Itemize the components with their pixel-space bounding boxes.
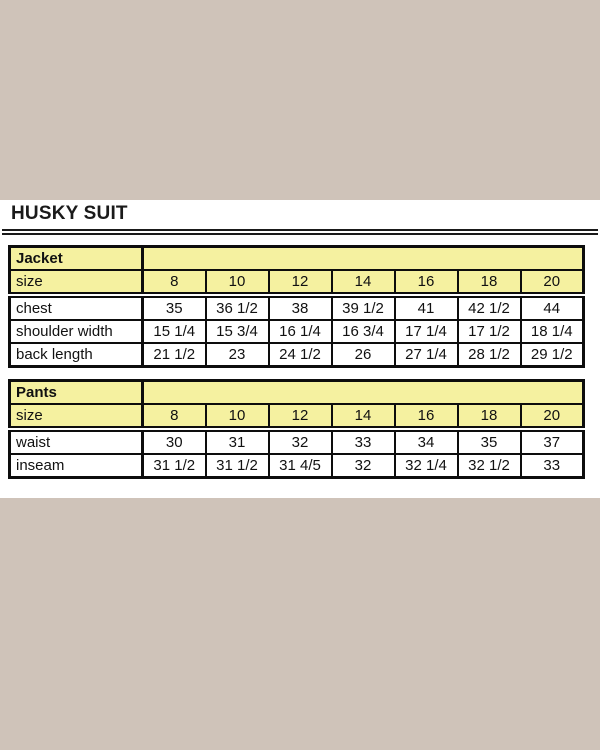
value-cell: 34 xyxy=(393,428,459,455)
pants-size-cell: 12 xyxy=(267,403,333,432)
page-title: HUSKY SUIT xyxy=(11,203,128,224)
value-cell: 15 3/4 xyxy=(204,319,270,344)
value-cell: 15 1/4 xyxy=(141,319,207,344)
value-cell: 42 1/2 xyxy=(456,294,522,321)
jacket-size-label: size xyxy=(8,269,144,298)
jacket-size-cell: 20 xyxy=(519,269,585,298)
jacket-table-title: Jacket xyxy=(8,245,144,271)
pants-size-row: size 8 10 12 14 16 18 20 xyxy=(8,403,585,432)
pants-size-cell: 10 xyxy=(204,403,270,432)
pants-size-cell: 20 xyxy=(519,403,585,432)
jacket-size-cell: 16 xyxy=(393,269,459,298)
jacket-size-cell: 10 xyxy=(204,269,270,298)
jacket-shoulder-width-row: shoulder width 15 1/4 15 3/4 16 1/4 16 3… xyxy=(8,319,585,344)
value-cell: 39 1/2 xyxy=(330,294,396,321)
pants-header-spacer-cell xyxy=(141,379,585,405)
value-cell: 26 xyxy=(330,342,396,368)
pants-table-title: Pants xyxy=(8,379,144,405)
pants-waist-row: waist 30 31 32 33 34 35 37 xyxy=(8,428,585,455)
row-label: shoulder width xyxy=(8,319,144,344)
value-cell: 35 xyxy=(456,428,522,455)
row-label: back length xyxy=(8,342,144,368)
jacket-header-spacer-cell xyxy=(141,245,585,271)
jacket-size-cell: 8 xyxy=(141,269,207,298)
jacket-size-row: size 8 10 12 14 16 18 20 xyxy=(8,269,585,298)
pants-size-cell: 18 xyxy=(456,403,522,432)
value-cell: 33 xyxy=(330,428,396,455)
value-cell: 21 1/2 xyxy=(141,342,207,368)
value-cell: 24 1/2 xyxy=(267,342,333,368)
value-cell: 16 1/4 xyxy=(267,319,333,344)
value-cell: 32 xyxy=(330,453,396,479)
pants-size-cell: 14 xyxy=(330,403,396,432)
value-cell: 31 1/2 xyxy=(141,453,207,479)
row-label: chest xyxy=(8,294,144,321)
value-cell: 37 xyxy=(519,428,585,455)
value-cell: 32 xyxy=(267,428,333,455)
jacket-back-length-row: back length 21 1/2 23 24 1/2 26 27 1/4 2… xyxy=(8,342,585,368)
value-cell: 44 xyxy=(519,294,585,321)
row-label: inseam xyxy=(8,453,144,479)
jacket-size-table: Jacket size 8 10 12 14 16 18 20 chest 35… xyxy=(8,245,585,368)
title-divider xyxy=(2,229,598,235)
value-cell: 32 1/2 xyxy=(456,453,522,479)
value-cell: 31 4/5 xyxy=(267,453,333,479)
value-cell: 17 1/2 xyxy=(456,319,522,344)
value-cell: 16 3/4 xyxy=(330,319,396,344)
value-cell: 32 1/4 xyxy=(393,453,459,479)
pants-size-table: Pants size 8 10 12 14 16 18 20 waist 30 … xyxy=(8,379,585,479)
value-cell: 41 xyxy=(393,294,459,321)
jacket-size-cell: 18 xyxy=(456,269,522,298)
value-cell: 27 1/4 xyxy=(393,342,459,368)
value-cell: 36 1/2 xyxy=(204,294,270,321)
pants-inseam-row: inseam 31 1/2 31 1/2 31 4/5 32 32 1/4 32… xyxy=(8,453,585,479)
value-cell: 33 xyxy=(519,453,585,479)
pants-size-label: size xyxy=(8,403,144,432)
value-cell: 38 xyxy=(267,294,333,321)
value-cell: 31 1/2 xyxy=(204,453,270,479)
value-cell: 28 1/2 xyxy=(456,342,522,368)
jacket-header-row: Jacket xyxy=(8,245,585,271)
row-label: waist xyxy=(8,428,144,455)
value-cell: 23 xyxy=(204,342,270,368)
pants-size-cell: 8 xyxy=(141,403,207,432)
value-cell: 35 xyxy=(141,294,207,321)
value-cell: 31 xyxy=(204,428,270,455)
jacket-size-cell: 12 xyxy=(267,269,333,298)
value-cell: 29 1/2 xyxy=(519,342,585,368)
jacket-size-cell: 14 xyxy=(330,269,396,298)
value-cell: 18 1/4 xyxy=(519,319,585,344)
pants-header-row: Pants xyxy=(8,379,585,405)
size-chart-panel: HUSKY SUIT Jacket size 8 10 12 14 16 18 … xyxy=(0,200,600,498)
value-cell: 30 xyxy=(141,428,207,455)
value-cell: 17 1/4 xyxy=(393,319,459,344)
jacket-chest-row: chest 35 36 1/2 38 39 1/2 41 42 1/2 44 xyxy=(8,294,585,321)
pants-size-cell: 16 xyxy=(393,403,459,432)
